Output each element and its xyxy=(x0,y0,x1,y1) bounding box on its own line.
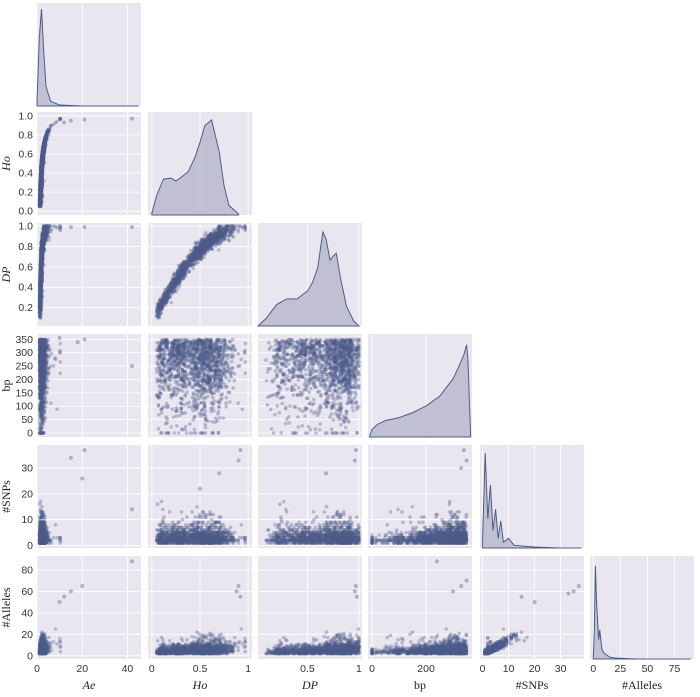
scatter-point xyxy=(41,164,45,168)
scatter-point-outlier xyxy=(69,119,73,123)
panel-Ho-vs-Ho xyxy=(148,112,252,215)
scatter-point xyxy=(39,199,43,203)
scatter-point-outlier xyxy=(130,117,134,121)
scatter-point xyxy=(52,123,56,127)
panel-Ho-vs-Ae xyxy=(37,112,141,215)
scatter-point xyxy=(39,189,43,193)
scatter-point xyxy=(43,141,47,145)
scatter-point xyxy=(38,180,42,184)
scatter-point xyxy=(59,118,63,122)
panel-background xyxy=(37,112,141,215)
panel-background xyxy=(37,223,141,326)
scatter-point xyxy=(40,154,44,158)
scatter-point-outlier xyxy=(62,120,66,124)
panel-background xyxy=(37,3,141,106)
scatter-point-outlier xyxy=(82,118,86,122)
scatter-point xyxy=(45,137,49,141)
scatter-point xyxy=(38,205,42,209)
panel-DP-vs-Ae xyxy=(37,223,141,326)
scatter-point xyxy=(44,133,48,137)
panel-Ae-vs-Ae xyxy=(37,3,141,106)
scatter-point xyxy=(42,150,46,154)
scatter-point xyxy=(40,176,44,180)
